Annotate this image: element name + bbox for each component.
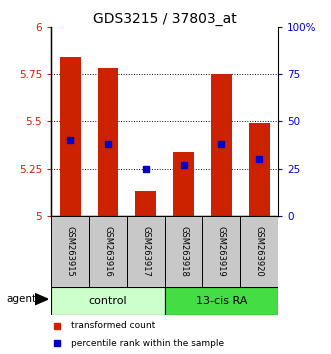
Bar bbox=[211, 74, 232, 216]
Bar bbox=[135, 191, 156, 216]
Bar bbox=[249, 123, 269, 216]
Bar bbox=[98, 68, 118, 216]
Bar bbox=[173, 152, 194, 216]
Text: agent: agent bbox=[7, 294, 37, 304]
Text: transformed count: transformed count bbox=[71, 321, 155, 331]
Text: GSM263919: GSM263919 bbox=[217, 226, 226, 277]
Bar bbox=[51, 216, 89, 287]
Bar bbox=[203, 216, 240, 287]
Text: GSM263918: GSM263918 bbox=[179, 226, 188, 277]
Text: GSM263916: GSM263916 bbox=[104, 226, 113, 277]
Text: control: control bbox=[89, 296, 127, 306]
Bar bbox=[240, 216, 278, 287]
Bar bbox=[89, 216, 127, 287]
Text: 13-cis RA: 13-cis RA bbox=[196, 296, 247, 306]
Polygon shape bbox=[35, 293, 48, 305]
Bar bbox=[165, 216, 203, 287]
Bar bbox=[165, 287, 278, 315]
Title: GDS3215 / 37803_at: GDS3215 / 37803_at bbox=[93, 12, 237, 25]
Bar bbox=[127, 216, 165, 287]
Text: GSM263915: GSM263915 bbox=[66, 226, 75, 277]
Text: GSM263917: GSM263917 bbox=[141, 226, 150, 277]
Bar bbox=[51, 287, 165, 315]
Text: GSM263920: GSM263920 bbox=[255, 226, 264, 277]
Text: percentile rank within the sample: percentile rank within the sample bbox=[71, 338, 224, 348]
Bar bbox=[60, 57, 80, 216]
